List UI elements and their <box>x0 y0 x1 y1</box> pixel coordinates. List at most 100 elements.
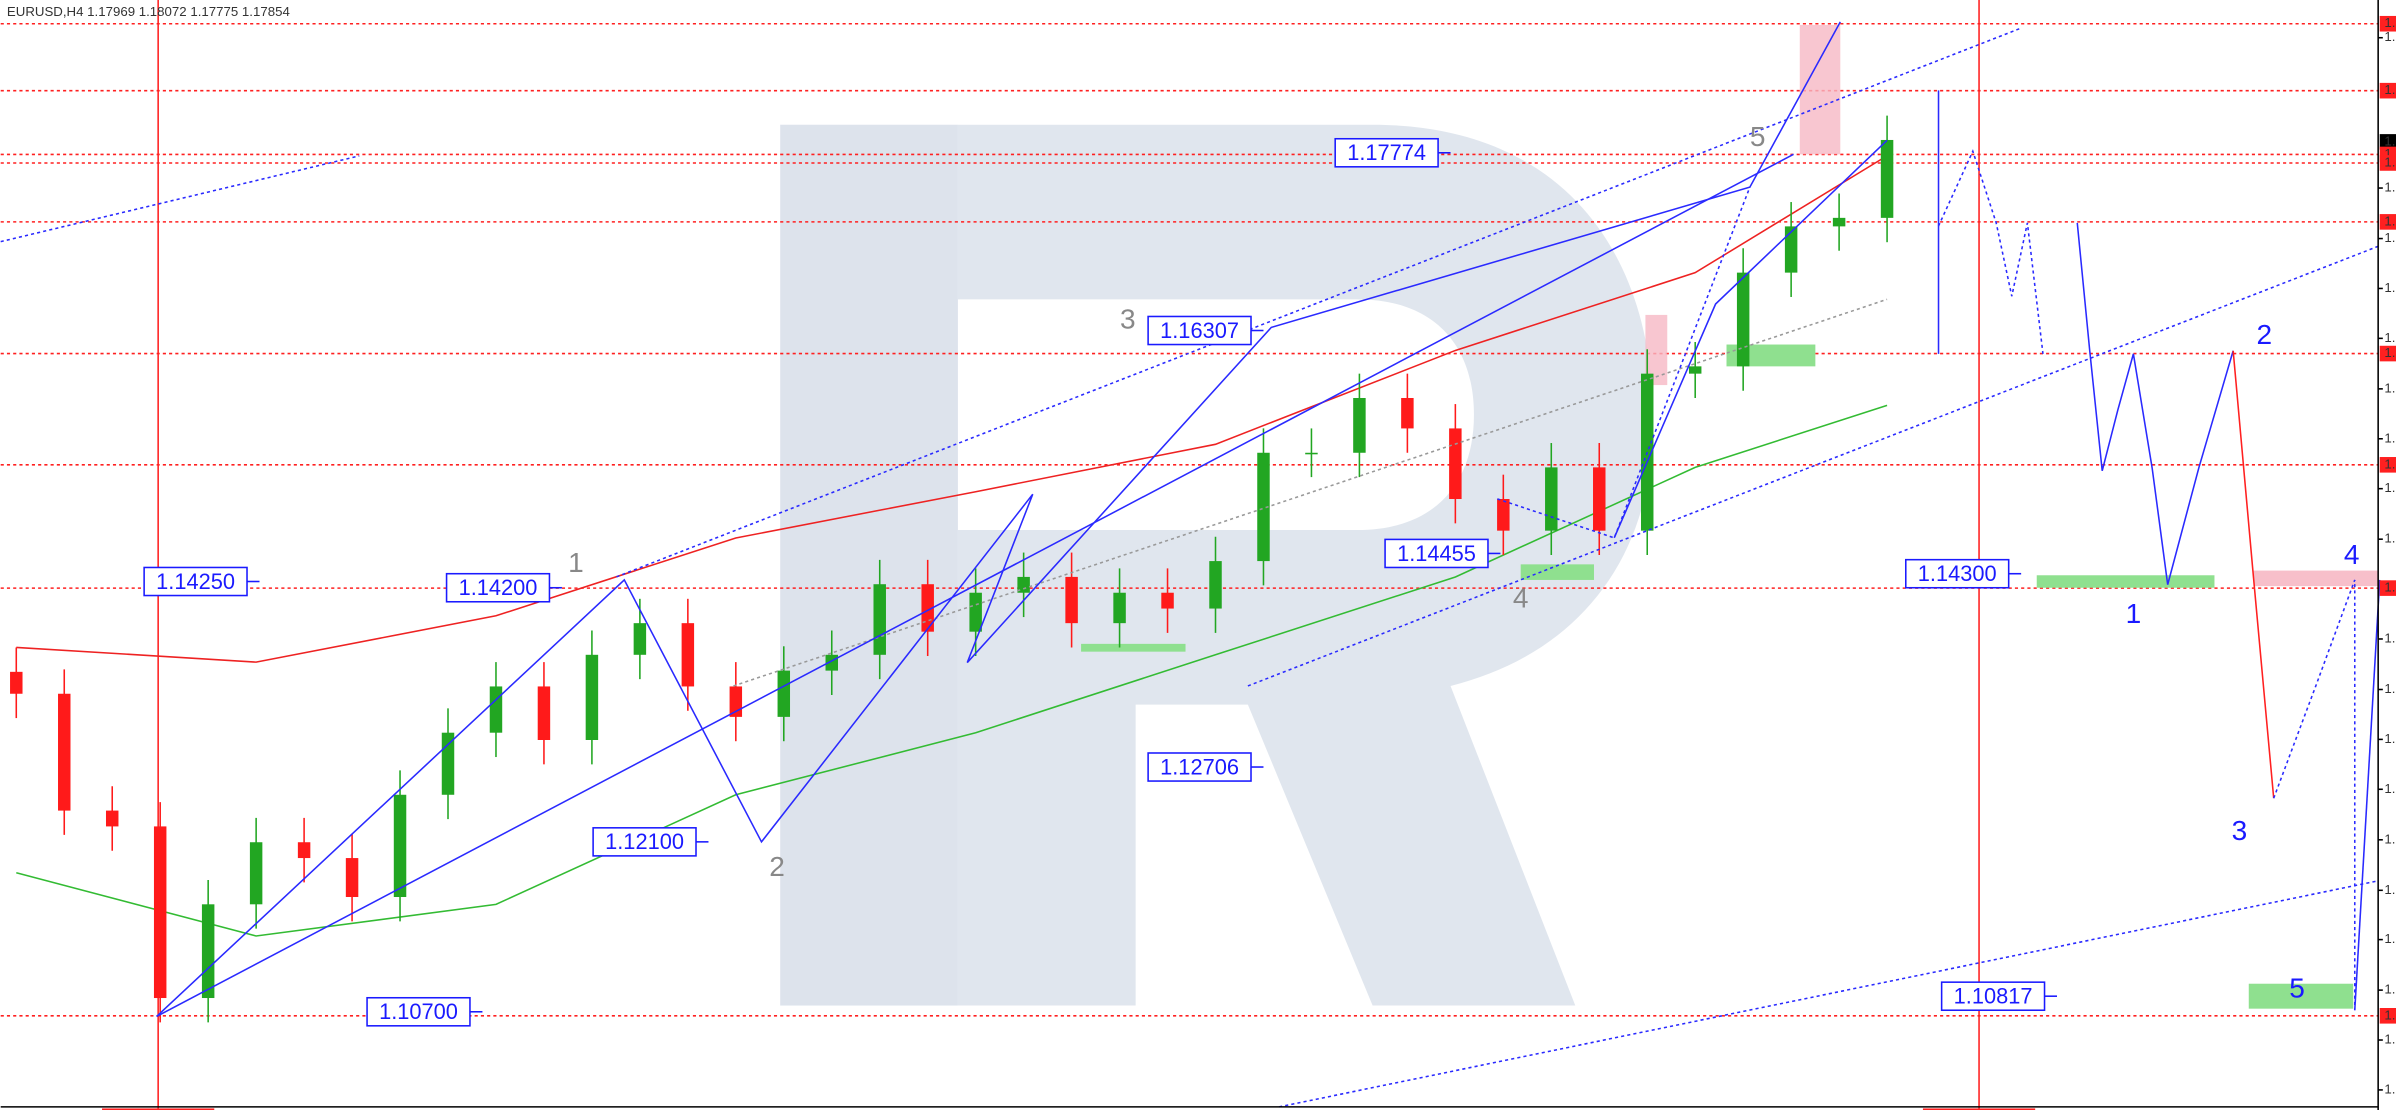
forecast-line <box>1937 149 2044 354</box>
candle-body <box>1257 452 1270 562</box>
candle-body <box>1209 561 1222 609</box>
candle-body <box>1497 499 1510 531</box>
price-label-bg <box>2379 82 2396 99</box>
wave-label: 2 <box>2257 319 2273 350</box>
candle-body <box>969 592 982 632</box>
price-label: 1.10674 <box>2384 1007 2396 1022</box>
annotation-box <box>1147 315 1252 346</box>
wave-line <box>156 21 1841 1018</box>
y-tick-label: 1.14590 <box>2384 531 2396 546</box>
wave-label: 1 <box>2126 598 2142 629</box>
price-label: 1.16115 <box>2384 345 2396 360</box>
candle-body <box>777 670 791 717</box>
price-label-bg <box>2379 134 2396 150</box>
price-label: 1.17197 <box>2384 213 2396 228</box>
forecast-line <box>2272 579 2356 1011</box>
candle-body <box>729 686 743 717</box>
price-label-bg <box>2379 1008 2396 1024</box>
y-tick-label: 1.17060 <box>2384 230 2396 245</box>
candle-body <box>489 686 503 733</box>
y-tick-label: 1.11705 <box>2384 882 2396 897</box>
annotation-box <box>143 566 248 597</box>
y-tick-label: 1.16240 <box>2384 330 2396 345</box>
candle-body <box>105 810 119 827</box>
annotation-box <box>366 996 471 1027</box>
candle-body <box>633 623 647 655</box>
y-tick-label: 1.17475 <box>2384 180 2396 195</box>
annotation: 1.14455 <box>1397 541 1476 566</box>
candle-body <box>1305 452 1318 455</box>
candle-body <box>1065 576 1078 624</box>
candle-body <box>10 671 23 694</box>
candle-body <box>681 623 695 687</box>
y-tick-label: 1.10065 <box>2384 1081 2396 1096</box>
candle-body <box>1593 467 1606 531</box>
channel-line <box>0 155 360 243</box>
time-marker-label: 2025.05.12 20:00 <box>107 1108 210 1110</box>
candle-body <box>297 842 311 859</box>
candle-body <box>1880 139 1894 218</box>
sell-zone <box>1645 314 1668 386</box>
wave-label: 2 <box>769 851 785 882</box>
price-label: 1.17854 <box>2384 133 2396 148</box>
price-label-bg <box>2379 345 2396 362</box>
annotation-box <box>592 827 697 857</box>
symbol-title: EURUSD,H4 1.17969 1.18072 1.17775 1.1785… <box>7 4 290 19</box>
wave-line <box>1613 139 1888 539</box>
annotation: 1.10700 <box>379 999 458 1024</box>
sell-zone <box>1799 24 1841 155</box>
wave-label: 1 <box>568 547 584 578</box>
price-label: 1.18275 <box>2384 82 2396 97</box>
y-tick-label: 1.12535 <box>2384 781 2396 796</box>
annotation: 1.12100 <box>605 829 684 854</box>
buy-zone <box>1081 643 1186 652</box>
y-tick-label: 1.10475 <box>2384 1032 2396 1047</box>
wave-label: 4 <box>2344 539 2360 570</box>
candle-body <box>441 732 455 795</box>
annotation-box <box>1147 752 1252 782</box>
price-label: 1.14188 <box>2384 580 2396 595</box>
candles <box>10 115 1894 1023</box>
forecast-line <box>2076 222 2234 585</box>
candle-body <box>1784 226 1798 273</box>
candle-body <box>537 686 551 741</box>
annotation-box <box>1384 538 1489 569</box>
price-label: 1.18825 <box>2384 15 2396 30</box>
price-label-bg <box>2379 15 2396 32</box>
y-tick-label: 1.12120 <box>2384 831 2396 846</box>
y-tick-label: 1.15005 <box>2384 480 2396 495</box>
candle-body <box>1449 428 1462 500</box>
channel-line <box>616 27 2022 578</box>
candle-body <box>345 858 359 898</box>
moving-average <box>16 404 1888 937</box>
candle-body <box>58 693 71 811</box>
candle-body <box>1688 366 1702 374</box>
wave-label: 5 <box>1750 121 1766 152</box>
indicators <box>16 155 1888 937</box>
annotation-box <box>1334 137 1439 168</box>
candle-body <box>1545 467 1558 531</box>
annotation: 1.14250 <box>156 569 235 594</box>
candle-body <box>249 842 263 905</box>
candle-body <box>153 826 167 999</box>
price-label: 1.17751 <box>2384 146 2396 161</box>
buy-zone <box>1520 564 1594 580</box>
candle-body <box>1017 576 1030 593</box>
candle-body <box>393 794 407 898</box>
annotation-box <box>1905 558 2010 589</box>
annotation: 1.17774 <box>1347 140 1426 165</box>
candle-body <box>1113 592 1126 624</box>
annotation: 1.14200 <box>459 575 538 600</box>
y-tick-label: 1.12945 <box>2384 731 2396 746</box>
wave-label: 5 <box>2289 972 2305 1003</box>
wave-label: 3 <box>1120 304 1136 335</box>
price-label-bg <box>2379 155 2396 171</box>
y-tick-label: 1.11300 <box>2384 931 2396 946</box>
price-label-bg <box>2379 580 2396 596</box>
price-label: 1.17681 <box>2384 154 2396 169</box>
annotation-box <box>445 572 551 603</box>
candle-body <box>1161 592 1174 609</box>
candle-body <box>1401 397 1414 429</box>
candle-body <box>1353 397 1366 453</box>
